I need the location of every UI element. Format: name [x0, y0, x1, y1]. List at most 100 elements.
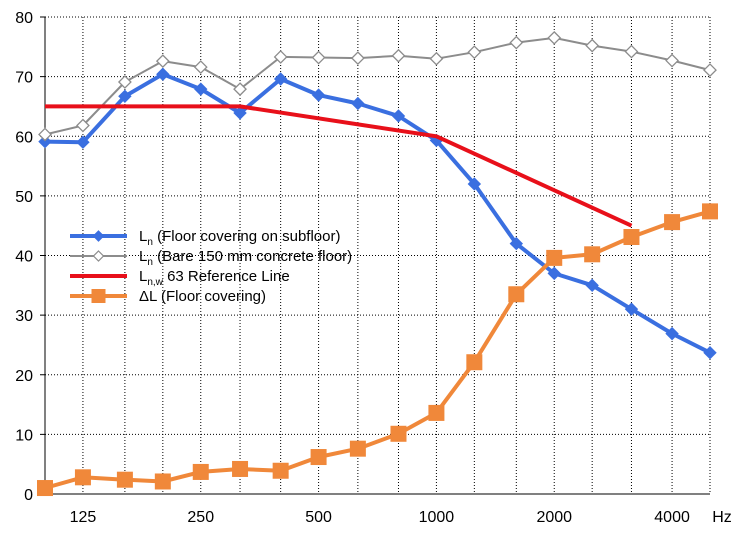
data-point — [467, 45, 482, 60]
x-tick-label: 500 — [305, 509, 332, 526]
data-point — [233, 106, 247, 120]
series-4 — [37, 203, 718, 497]
data-point — [391, 109, 406, 123]
legend-label: Ln (Bare 150 mm concrete floor) — [139, 248, 352, 268]
legend-entry-2: Ln (Bare 150 mm concrete floor) — [70, 248, 352, 268]
legend: Ln (Floor covering on subfloor)Ln (Bare … — [70, 228, 352, 305]
data-point — [38, 127, 52, 142]
data-point — [623, 229, 640, 246]
data-point — [350, 51, 365, 66]
data-point — [272, 462, 289, 479]
data-point — [466, 354, 483, 371]
data-point — [391, 48, 406, 63]
data-point — [37, 480, 53, 497]
data-point — [311, 88, 326, 102]
x-unit-label: Hz — [712, 509, 732, 526]
data-point — [194, 82, 208, 96]
data-point — [349, 440, 366, 457]
data-point — [467, 177, 482, 191]
data-point — [390, 425, 407, 442]
legend-label-rest: (Floor covering on subfloor) — [153, 228, 341, 245]
data-point — [155, 54, 170, 69]
legend-label: Ln (Floor covering on subfloor) — [139, 228, 341, 248]
data-point — [118, 89, 132, 104]
data-point — [624, 302, 639, 316]
x-tick-label: 250 — [187, 509, 214, 526]
data-point — [509, 35, 524, 50]
legend-label: Ln,w 63 Reference Line — [139, 268, 290, 288]
data-point — [703, 63, 717, 77]
legend-swatch-marker — [91, 289, 106, 303]
legend-label-rest: (Bare 150 mm concrete floor) — [153, 248, 352, 265]
legend-swatch-marker — [92, 250, 105, 262]
legend-label-sub: n — [147, 237, 153, 248]
y-tick-label: 20 — [15, 368, 33, 385]
data-point — [703, 345, 717, 360]
data-point — [233, 82, 247, 97]
data-point — [192, 463, 209, 480]
x-tick-label: 4000 — [654, 509, 690, 526]
data-point — [429, 51, 444, 66]
legend-entry-3: Ln,w 63 Reference Line — [70, 268, 290, 288]
legend-label-rest: 63 Reference Line — [163, 268, 290, 285]
data-point — [664, 214, 681, 231]
data-point — [74, 469, 91, 486]
legend-swatch-marker — [92, 230, 105, 242]
x-tick-label: 125 — [70, 509, 97, 526]
data-point — [351, 96, 365, 111]
legend-label: ΔL (Floor covering) — [139, 288, 266, 305]
data-point — [38, 134, 52, 149]
data-point — [273, 72, 288, 86]
legend-label-main: ΔL — [139, 288, 157, 305]
legend-label-rest: (Floor covering) — [157, 288, 266, 305]
data-point — [509, 236, 524, 251]
x-tick-label: 1000 — [419, 509, 455, 526]
y-tick-label: 40 — [15, 249, 33, 266]
series-1 — [38, 67, 717, 360]
data-point — [702, 203, 718, 220]
series-line — [44, 72, 711, 355]
legend-label-sub: n — [147, 257, 153, 268]
legend-label-main: L — [139, 248, 147, 265]
x-tick-label: 2000 — [536, 509, 572, 526]
y-tick-label: 80 — [15, 10, 33, 27]
data-point — [76, 135, 90, 149]
data-point — [665, 53, 679, 68]
data-point — [154, 473, 171, 490]
y-tick-label: 50 — [15, 189, 33, 206]
data-point — [624, 44, 639, 59]
data-point — [584, 246, 601, 263]
data-point — [310, 449, 327, 466]
data-point — [547, 266, 561, 281]
data-point — [665, 326, 679, 341]
data-point — [428, 404, 445, 421]
data-point — [117, 75, 132, 89]
y-tick-label: 60 — [15, 129, 33, 146]
series — [37, 30, 718, 497]
data-point — [546, 249, 563, 266]
axes: 0 10 20 30 40 50 60 70 80 125 250 500 1000 2000 4000 Hz — [15, 10, 732, 526]
series-3 — [45, 104, 633, 228]
data-point — [547, 30, 562, 45]
legend-entry-1: Ln (Floor covering on subfloor) — [70, 228, 341, 248]
data-point — [273, 50, 288, 64]
y-tick-label: 10 — [15, 427, 33, 444]
data-point — [156, 67, 170, 81]
y-tick-label: 30 — [15, 308, 33, 325]
legend-label-sub: n,w — [147, 277, 163, 288]
data-point — [508, 286, 525, 303]
y-tick-label: 70 — [15, 70, 33, 87]
series-2 — [38, 30, 717, 142]
data-point — [585, 38, 600, 53]
data-point — [116, 471, 133, 488]
data-point — [311, 50, 326, 65]
data-point — [232, 460, 249, 477]
series-line — [44, 36, 711, 136]
series-line — [45, 104, 633, 228]
data-point — [76, 118, 90, 133]
legend-label-main: L — [139, 268, 147, 285]
legend-entry-4: ΔL (Floor covering) — [70, 288, 266, 305]
y-tick-label: 0 — [24, 487, 33, 504]
